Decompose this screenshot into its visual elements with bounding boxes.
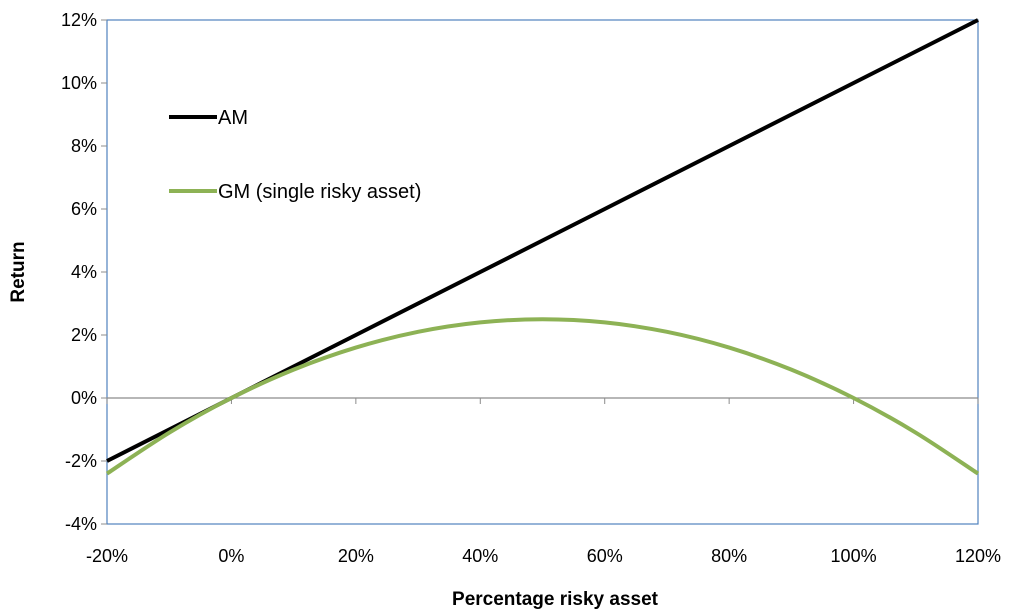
x-tick-label: 0% bbox=[218, 546, 244, 566]
y-axis-title: Return bbox=[8, 241, 29, 302]
series-lines bbox=[107, 20, 978, 474]
x-tick-label: -20% bbox=[86, 546, 128, 566]
x-tick-label: 40% bbox=[462, 546, 498, 566]
x-axis-title: Percentage risky asset bbox=[452, 589, 659, 610]
x-tick-label: 80% bbox=[711, 546, 747, 566]
y-tick-label: 4% bbox=[71, 262, 97, 282]
y-axis-ticks: -4% -2% 0% 2% 4% 6% 8% 10% 12% bbox=[61, 10, 107, 534]
y-tick-label: 0% bbox=[71, 388, 97, 408]
legend-label-am: AM bbox=[218, 107, 248, 129]
plot-border bbox=[107, 20, 978, 524]
y-tick-label: -2% bbox=[65, 451, 97, 471]
y-tick-label: -4% bbox=[65, 514, 97, 534]
plot-area bbox=[107, 20, 978, 524]
legend: AM GM (single risky asset) bbox=[169, 107, 421, 203]
x-tick-label: 20% bbox=[338, 546, 374, 566]
x-tick-label: 60% bbox=[587, 546, 623, 566]
series-line-gm bbox=[107, 319, 978, 473]
y-tick-label: 6% bbox=[71, 199, 97, 219]
y-tick-label: 12% bbox=[61, 10, 97, 30]
x-tick-label: 120% bbox=[955, 546, 1001, 566]
y-tick-label: 8% bbox=[71, 136, 97, 156]
y-tick-label: 10% bbox=[61, 73, 97, 93]
legend-label-gm: GM (single risky asset) bbox=[218, 181, 421, 203]
x-axis-ticks: -20% 0% 20% 40% 60% 80% 100% 120% bbox=[86, 546, 1001, 566]
y-tick-label: 2% bbox=[71, 325, 97, 345]
x-tick-label: 100% bbox=[831, 546, 877, 566]
